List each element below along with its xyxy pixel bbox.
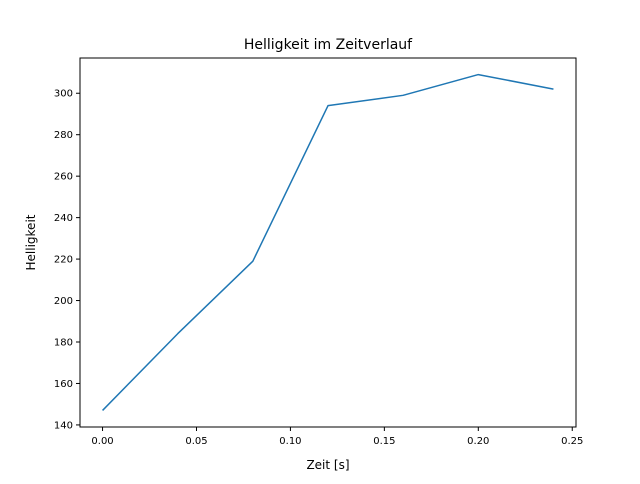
y-axis-label: Helligkeit <box>24 214 38 270</box>
plot-area-frame <box>80 58 576 427</box>
y-tick-label: 300 <box>54 89 73 100</box>
x-tick-label: 0.10 <box>279 436 301 447</box>
y-tick-label: 140 <box>54 420 73 431</box>
x-tick-label: 0.15 <box>373 436 395 447</box>
x-tick-label: 0.00 <box>91 436 113 447</box>
x-axis-label: Zeit [s] <box>306 458 349 472</box>
x-tick-label: 0.25 <box>561 436 583 447</box>
y-tick-label: 240 <box>54 213 73 224</box>
x-tick-label: 0.05 <box>185 436 207 447</box>
x-tick-label: 0.20 <box>467 436 489 447</box>
y-tick-label: 280 <box>54 130 73 141</box>
y-tick-label: 200 <box>54 296 73 307</box>
y-tick-label: 160 <box>54 379 73 390</box>
series-line-helligkeit <box>103 75 554 411</box>
y-tick-label: 220 <box>54 255 73 266</box>
y-tick-label: 180 <box>54 338 73 349</box>
y-tick-label: 260 <box>54 172 73 183</box>
chart-title: Helligkeit im Zeitverlauf <box>244 37 413 53</box>
